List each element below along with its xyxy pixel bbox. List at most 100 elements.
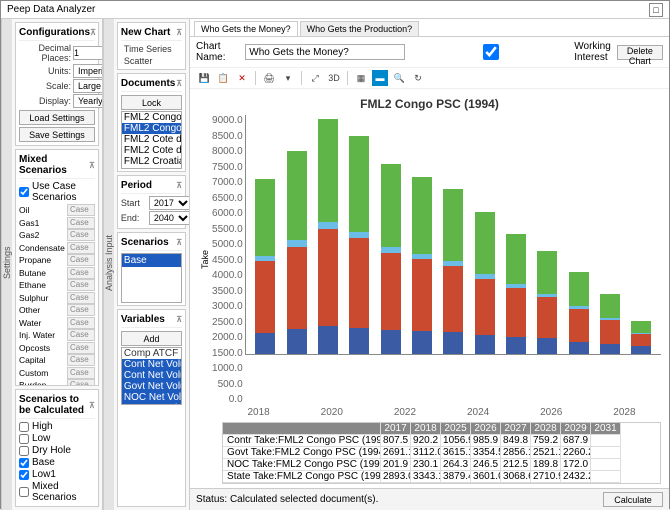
document-item[interactable]: FML2 Congo PSC (19 — [122, 112, 181, 123]
bar-segment — [569, 272, 589, 306]
decimal-input[interactable] — [73, 46, 103, 60]
document-item[interactable]: FML2 Croatia PSA (2 — [122, 156, 181, 167]
scenario-select[interactable]: Case Scenari — [67, 242, 95, 254]
units-select[interactable]: Imperial — [73, 64, 103, 78]
scatter-link[interactable]: Scatter — [121, 55, 182, 67]
grid-icon[interactable]: ▦ — [353, 70, 369, 86]
scenario-select[interactable]: Case Scenari — [67, 279, 95, 291]
save-icon[interactable]: 💾 — [196, 70, 212, 86]
start-select[interactable]: 2017 — [149, 196, 190, 210]
document-item[interactable]: FML2 Cote dIvoire P — [122, 134, 181, 145]
export-icon[interactable]: ▾ — [280, 70, 296, 86]
variable-item[interactable]: Cont Net Volume To — [122, 359, 181, 370]
scenario-select[interactable]: Case Scenari — [67, 354, 95, 366]
x-axis: 201820202022202420262028 — [198, 405, 661, 422]
wi-checkbox[interactable] — [411, 44, 571, 60]
scenario-item[interactable]: Base — [122, 254, 181, 267]
pin-icon[interactable]: ⊼ — [176, 315, 182, 324]
calc-checkbox[interactable] — [19, 470, 29, 480]
timeseries-link[interactable]: Time Series — [121, 43, 182, 55]
tab-production[interactable]: Who Gets the Production? — [300, 21, 420, 36]
table-row: NOC Take:FML2 Congo PSC (1994):Base (MM$… — [223, 459, 660, 471]
calc-checkbox[interactable] — [19, 422, 29, 432]
calc-checkbox[interactable] — [19, 434, 29, 444]
pin-icon[interactable]: ⊼ — [89, 401, 95, 410]
3d-icon[interactable]: 3D — [326, 70, 342, 86]
scenario-select[interactable]: Case Scenari — [67, 267, 95, 279]
bar-segment — [631, 334, 651, 346]
pin-icon[interactable]: ⊼ — [89, 161, 95, 170]
scenario-select[interactable]: Case Scenari — [67, 254, 95, 266]
save-settings-button[interactable]: Save Settings — [19, 127, 95, 142]
load-settings-button[interactable]: Load Settings — [19, 110, 95, 125]
settings-tab[interactable]: Settings — [1, 19, 12, 510]
bar-segment — [537, 338, 557, 354]
bar-segment — [381, 164, 401, 247]
bar-segment — [318, 222, 338, 229]
lock-button[interactable]: Lock — [121, 95, 182, 110]
delete-chart-button[interactable]: Delete Chart — [617, 45, 663, 60]
calc-item: Base — [19, 457, 95, 468]
end-select[interactable]: 2040 — [149, 211, 190, 225]
document-item[interactable]: FML2 Cote dIvoire P1 — [122, 145, 181, 156]
documents-listbox[interactable]: FML2 Congo PSC (19FML2 Congo PSC 19FML2 … — [121, 111, 182, 169]
scale-label: Scale: — [19, 81, 71, 91]
variable-item[interactable]: Cont Net Volume To — [122, 370, 181, 381]
document-item[interactable]: FML2 Cyprus PSC (20 — [122, 167, 181, 169]
document-item[interactable]: FML2 Congo PSC 19 — [122, 123, 181, 134]
scale-select[interactable]: Large — [73, 79, 103, 93]
pin-icon[interactable]: ⊼ — [176, 79, 182, 88]
refresh-icon[interactable]: ↻ — [410, 70, 426, 86]
use-case-checkbox[interactable] — [19, 187, 29, 197]
calc-checkbox[interactable] — [19, 458, 29, 468]
analysis-tab[interactable]: Analysis Input — [103, 19, 114, 510]
pin-icon[interactable]: ⊼ — [176, 28, 182, 37]
bar-segment — [443, 266, 463, 332]
scenario-select[interactable]: Case Scenari — [67, 317, 95, 329]
scenario-select[interactable]: Case Scenari — [67, 217, 95, 229]
scenario-select[interactable]: Case Scenari — [67, 292, 95, 304]
bar — [349, 136, 369, 354]
variable-item[interactable]: Comp ATCF — [122, 348, 181, 359]
add-button[interactable]: Add — [121, 331, 182, 346]
bar-segment — [318, 229, 338, 325]
calc-checkbox[interactable] — [19, 446, 29, 456]
tab-money[interactable]: Who Gets the Money? — [194, 21, 298, 36]
variable-item[interactable]: Govt Net Volume To — [122, 381, 181, 392]
maximize-button[interactable]: □ — [649, 3, 663, 17]
variable-item[interactable]: NOC Net Volume To — [122, 392, 181, 403]
display-select[interactable]: Yearly — [73, 94, 103, 108]
scenario-select[interactable]: Case Scenari — [67, 204, 95, 216]
zoom-icon[interactable]: ⤢ — [307, 70, 323, 86]
delete-icon[interactable]: ✕ — [234, 70, 250, 86]
pin-icon[interactable]: ⊼ — [176, 181, 182, 190]
scenario-label: Ethane — [19, 280, 65, 290]
scenario-label: Custom — [19, 368, 65, 378]
scenario-row: OtherCase Scenari — [19, 304, 95, 316]
pin-icon[interactable]: ⊼ — [176, 238, 182, 247]
scenario-select[interactable]: Case Scenari — [67, 329, 95, 341]
calc-checkbox[interactable] — [19, 487, 29, 497]
scenario-select[interactable]: Case Scenari — [67, 342, 95, 354]
chartname-input[interactable] — [245, 44, 405, 60]
bar-segment — [412, 177, 432, 254]
scenario-select[interactable]: Case Scenari — [67, 367, 95, 379]
palette-icon[interactable]: ▬ — [372, 70, 388, 86]
scenario-select[interactable]: Case Scenari — [67, 379, 95, 386]
search-icon[interactable]: 🔍 — [391, 70, 407, 86]
variables-listbox[interactable]: Comp ATCFCont Net Volume ToCont Net Volu… — [121, 347, 182, 405]
copy-icon[interactable]: 📋 — [215, 70, 231, 86]
pin-icon[interactable]: ⊼ — [90, 28, 96, 37]
scenario-row: OilCase Scenari — [19, 204, 95, 216]
scenarios-listbox[interactable]: Base — [121, 253, 182, 303]
left-panel: Configurations⊼ Decimal Places:▴ Units:I… — [12, 19, 103, 510]
calculate-button[interactable]: Calculate — [603, 492, 663, 507]
scenario-select[interactable]: Case Scenari — [67, 304, 95, 316]
scenario-select[interactable]: Case Scenari — [67, 229, 95, 241]
print-icon[interactable]: 🖨 — [261, 70, 277, 86]
scenario-label: Sulphur — [19, 293, 65, 303]
units-label: Units: — [19, 66, 71, 76]
calc-item: Low — [19, 433, 95, 444]
config-header: Configurations — [19, 27, 90, 38]
variable-item[interactable]: Part Net Volume To — [122, 403, 181, 405]
